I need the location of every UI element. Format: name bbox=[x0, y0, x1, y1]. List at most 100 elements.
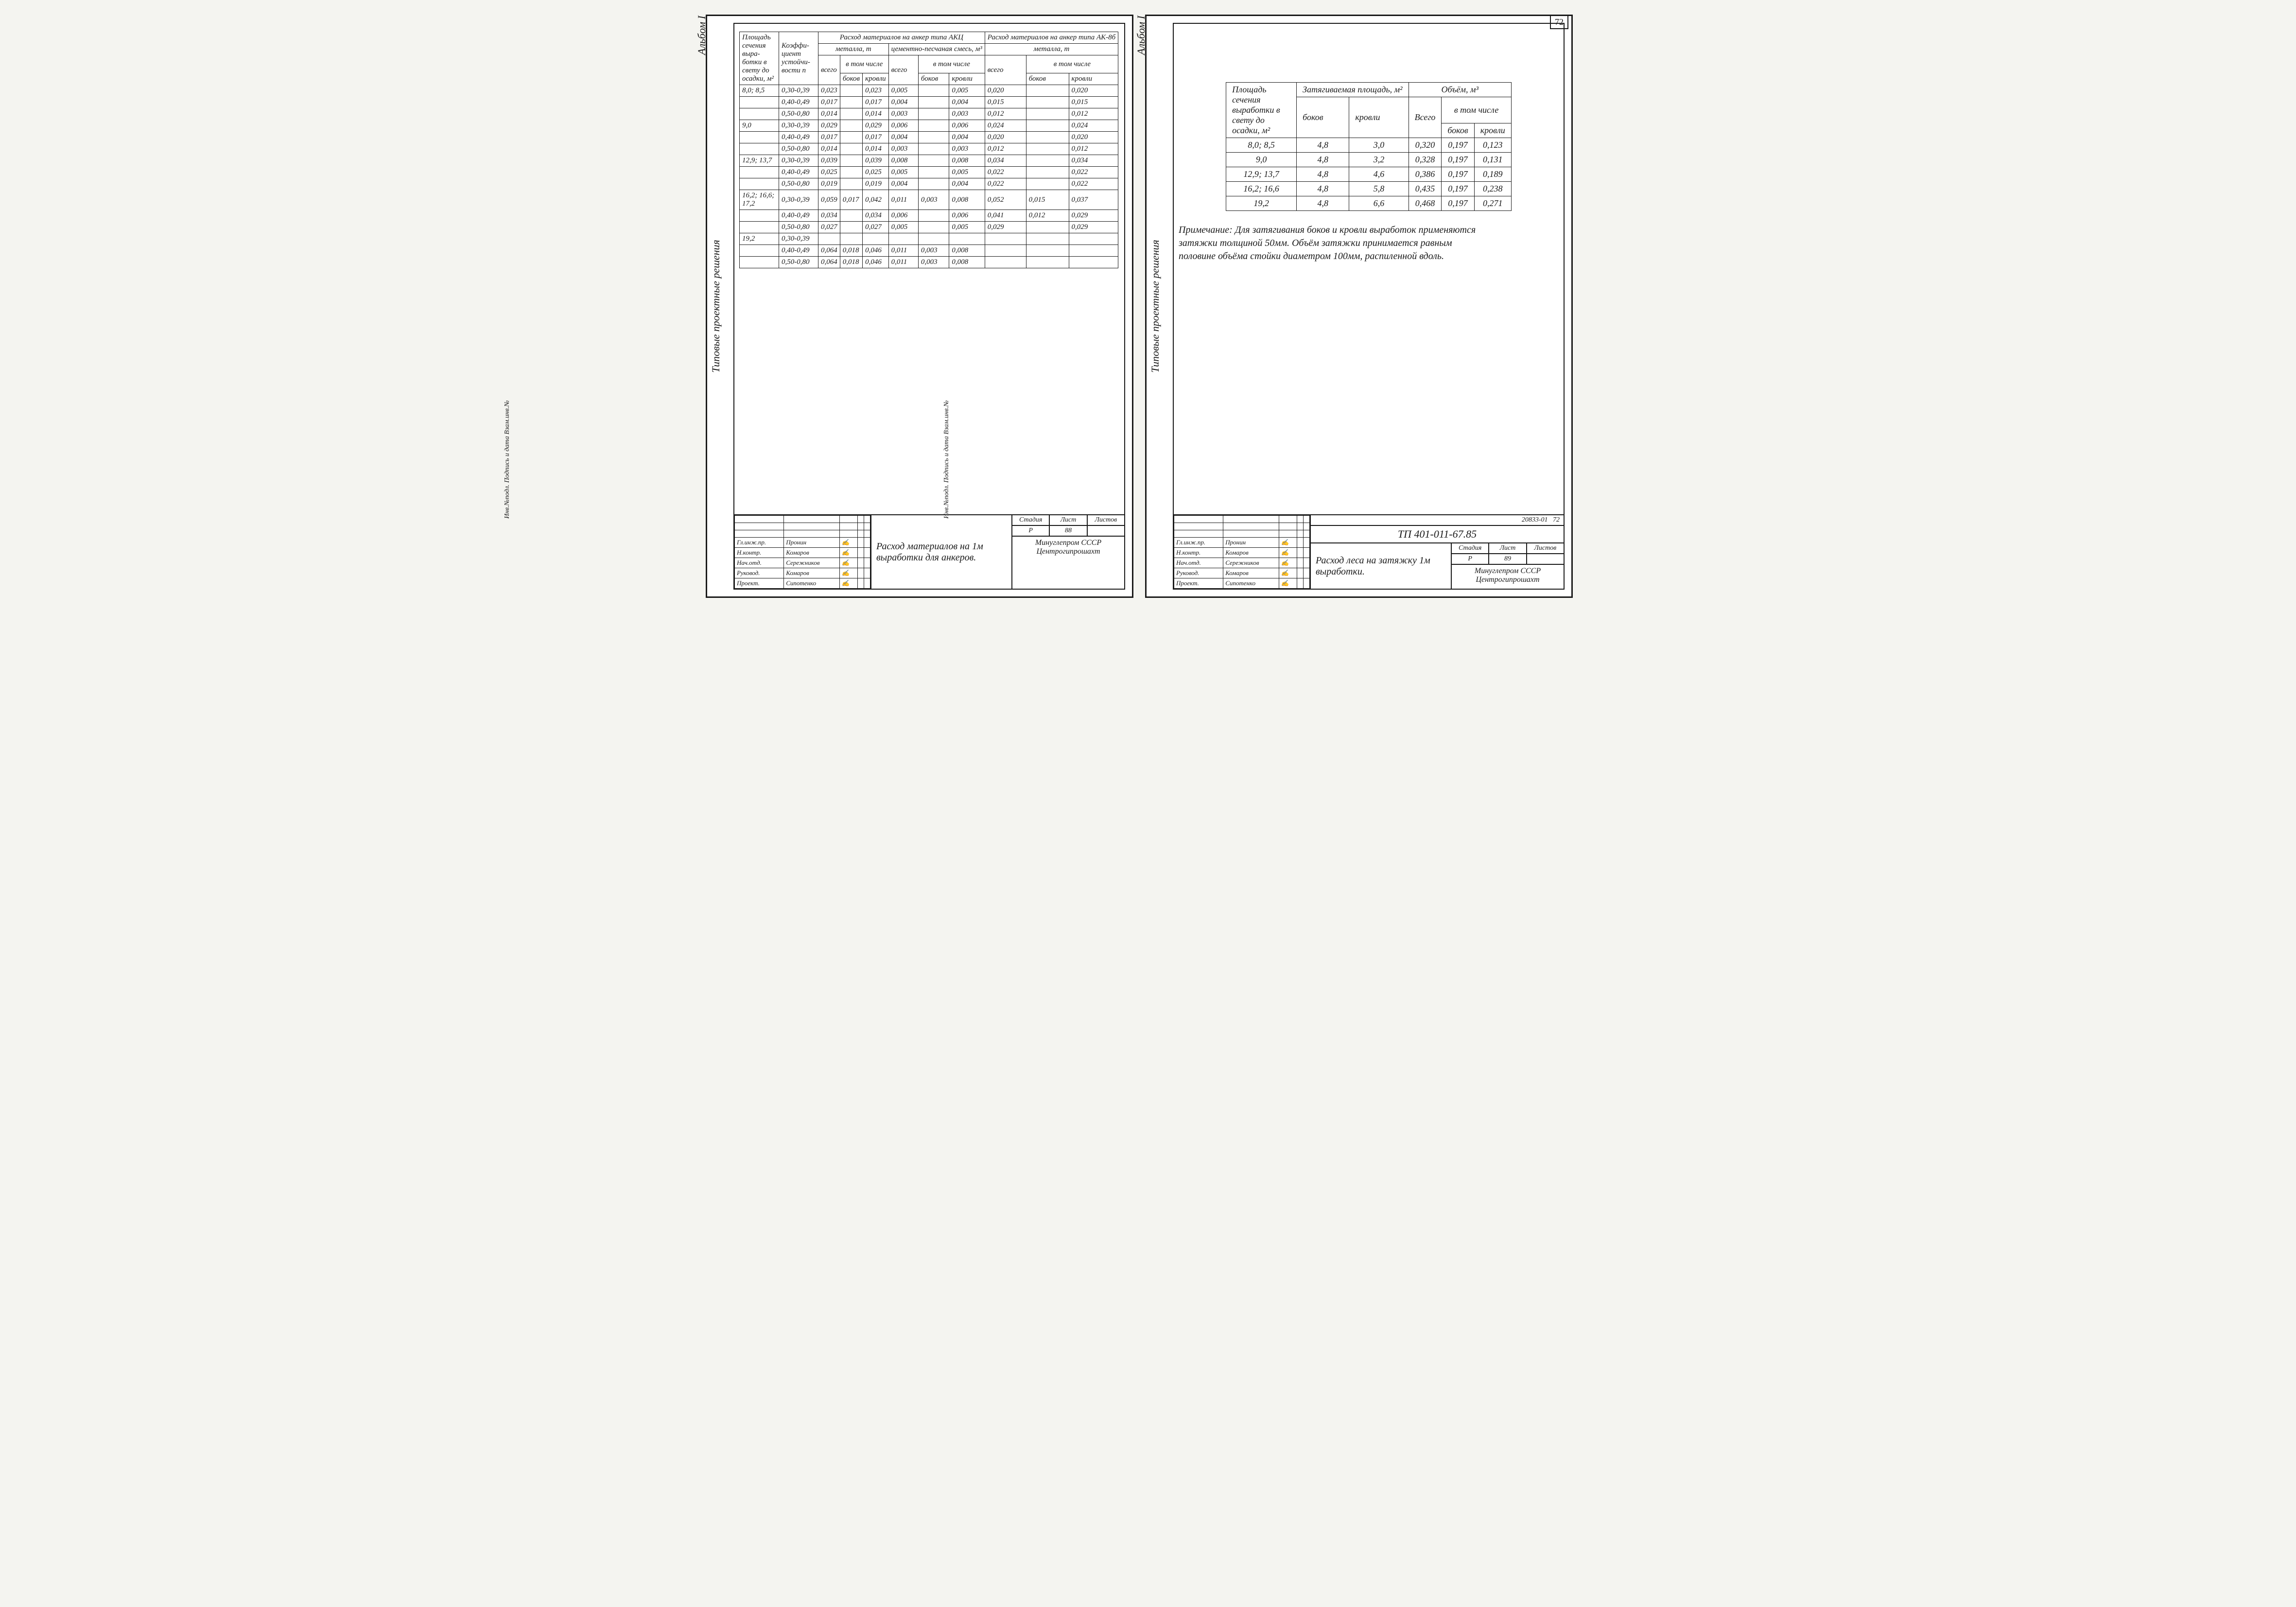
cell: Пронин bbox=[1223, 538, 1279, 548]
cell bbox=[918, 155, 949, 167]
signatures-block: Гл.инж.пр.Пронин✍Н.контр.Комаров✍Нач.отд… bbox=[1174, 515, 1311, 589]
cell: 0,30-0,39 bbox=[779, 155, 818, 167]
cell: Сережников bbox=[784, 558, 840, 568]
cell: Н.контр. bbox=[735, 548, 784, 558]
cell: 0,40-0,49 bbox=[779, 97, 818, 108]
cell: 0,012 bbox=[1069, 108, 1118, 120]
cell: ✍ bbox=[839, 538, 857, 548]
sheets-h: Листов bbox=[1527, 543, 1564, 553]
cell: 0,034 bbox=[818, 210, 840, 222]
cell bbox=[864, 578, 870, 589]
cell: Н.контр. bbox=[1174, 548, 1223, 558]
cell: 0,014 bbox=[818, 108, 840, 120]
cell bbox=[864, 558, 870, 568]
col-incl: в том числе bbox=[1442, 97, 1511, 123]
cell: 16,2; 16,6 bbox=[1226, 182, 1297, 196]
signature-row: Гл.инж.пр.Пронин✍ bbox=[1174, 538, 1310, 548]
cell: 0,005 bbox=[949, 167, 985, 178]
cell bbox=[857, 578, 864, 589]
col-incl2: в том числе bbox=[918, 55, 985, 73]
cell: 6,6 bbox=[1349, 196, 1409, 211]
col-sides2: боков bbox=[918, 73, 949, 85]
col-metal: металла, т bbox=[818, 44, 889, 55]
cell: 0,034 bbox=[1069, 155, 1118, 167]
org-block: Минуглепром СССР Центрогипрошахт bbox=[1452, 565, 1564, 589]
cell: 0,042 bbox=[863, 190, 889, 210]
cell: 0,30-0,39 bbox=[779, 190, 818, 210]
side-small-label: Инв.№подл. Подпись и дата Взам.инв.№ bbox=[943, 401, 1155, 519]
cell: Комаров bbox=[784, 568, 840, 578]
cell: 0,003 bbox=[918, 257, 949, 268]
cell: 0,004 bbox=[888, 178, 918, 190]
col-incl3: в том числе bbox=[1026, 55, 1118, 73]
stage-v: Р bbox=[1012, 526, 1050, 536]
col-incl: в том числе bbox=[840, 55, 888, 73]
cell bbox=[1026, 120, 1069, 132]
cell: 0,052 bbox=[985, 190, 1026, 210]
col-sides2: боков bbox=[1442, 123, 1474, 138]
table-row: 9,04,83,20,3280,1970,131 bbox=[1226, 153, 1512, 167]
cell bbox=[918, 143, 949, 155]
cell: 0,004 bbox=[949, 97, 985, 108]
cell: 0,004 bbox=[888, 97, 918, 108]
signature-row: Нач.отд.Сережников✍ bbox=[735, 558, 870, 568]
table-row: 0,40-0,490,0340,0340,0060,0060,0410,0120… bbox=[740, 210, 1118, 222]
cell: 0,014 bbox=[863, 143, 889, 155]
cell: 0,023 bbox=[818, 85, 840, 97]
col-metal2: металла, т bbox=[985, 44, 1118, 55]
col-total3: все­го bbox=[985, 55, 1026, 85]
cell bbox=[840, 132, 862, 143]
cell: 0,029 bbox=[863, 120, 889, 132]
signature-row: Руковод.Комаров✍ bbox=[1174, 568, 1310, 578]
cell: 0,40-0,49 bbox=[779, 245, 818, 257]
cell bbox=[1303, 568, 1309, 578]
cell: Гл.инж.пр. bbox=[735, 538, 784, 548]
cell: 0,017 bbox=[863, 97, 889, 108]
col-sides: боков bbox=[1297, 97, 1349, 138]
drawing-title: Расход материалов на 1м выработки для ан… bbox=[871, 515, 1012, 589]
cell: 0,008 bbox=[888, 155, 918, 167]
title-block-left: Гл.инж.пр.Пронин✍Н.контр.Комаров✍Нач.отд… bbox=[734, 514, 1124, 589]
cell: 0,008 bbox=[949, 257, 985, 268]
cell: 0,008 bbox=[949, 245, 985, 257]
cell bbox=[1026, 132, 1069, 143]
cell bbox=[740, 222, 779, 233]
cell bbox=[857, 538, 864, 548]
col-roof3: кровли bbox=[1069, 73, 1118, 85]
cell: 0,320 bbox=[1409, 138, 1442, 153]
cell: ✍ bbox=[839, 578, 857, 589]
table-row: 12,9; 13,70,30-0,390,0390,0390,0080,0080… bbox=[740, 155, 1118, 167]
cell: 0,022 bbox=[985, 178, 1026, 190]
table-row: 0,40-0,490,0170,0170,0040,0040,0150,015 bbox=[740, 97, 1118, 108]
album-label: Альбом I bbox=[696, 16, 708, 55]
cell: 0,40-0,49 bbox=[779, 132, 818, 143]
cell: 0,018 bbox=[840, 257, 862, 268]
cell: 0,023 bbox=[863, 85, 889, 97]
cell: 0,008 bbox=[949, 190, 985, 210]
signature-row: Н.контр.Комаров✍ bbox=[735, 548, 870, 558]
cell bbox=[740, 245, 779, 257]
side-small-label: Инв.№подл. Подпись и дата Взам.инв.№ bbox=[504, 401, 716, 519]
cell bbox=[840, 155, 862, 167]
cell: 0,022 bbox=[1069, 167, 1118, 178]
cell bbox=[740, 257, 779, 268]
cell: 0,123 bbox=[1474, 138, 1511, 153]
org-block: Минуглепром СССР Центрогипрошахт bbox=[1012, 537, 1124, 589]
cell: 0,003 bbox=[888, 108, 918, 120]
col-ak86: Расход мате­риалов на анкер типа АК-8б bbox=[985, 32, 1118, 44]
cell: 0,059 bbox=[818, 190, 840, 210]
cell: ✍ bbox=[1279, 558, 1297, 568]
cell bbox=[949, 233, 985, 245]
col-akc: Расход материалов на анкер типа АКЦ bbox=[818, 32, 985, 44]
col-total2: все­го bbox=[888, 55, 918, 85]
cell bbox=[888, 233, 918, 245]
cell bbox=[1069, 233, 1118, 245]
cell: 5,8 bbox=[1349, 182, 1409, 196]
cell: 0,017 bbox=[818, 132, 840, 143]
cell: 0,006 bbox=[888, 120, 918, 132]
col-sides: боков bbox=[840, 73, 862, 85]
table-row: 0,50-0,800,0640,0180,0460,0110,0030,008 bbox=[740, 257, 1118, 268]
sheet-v: 89 bbox=[1489, 554, 1527, 564]
cell bbox=[985, 245, 1026, 257]
cell bbox=[840, 120, 862, 132]
